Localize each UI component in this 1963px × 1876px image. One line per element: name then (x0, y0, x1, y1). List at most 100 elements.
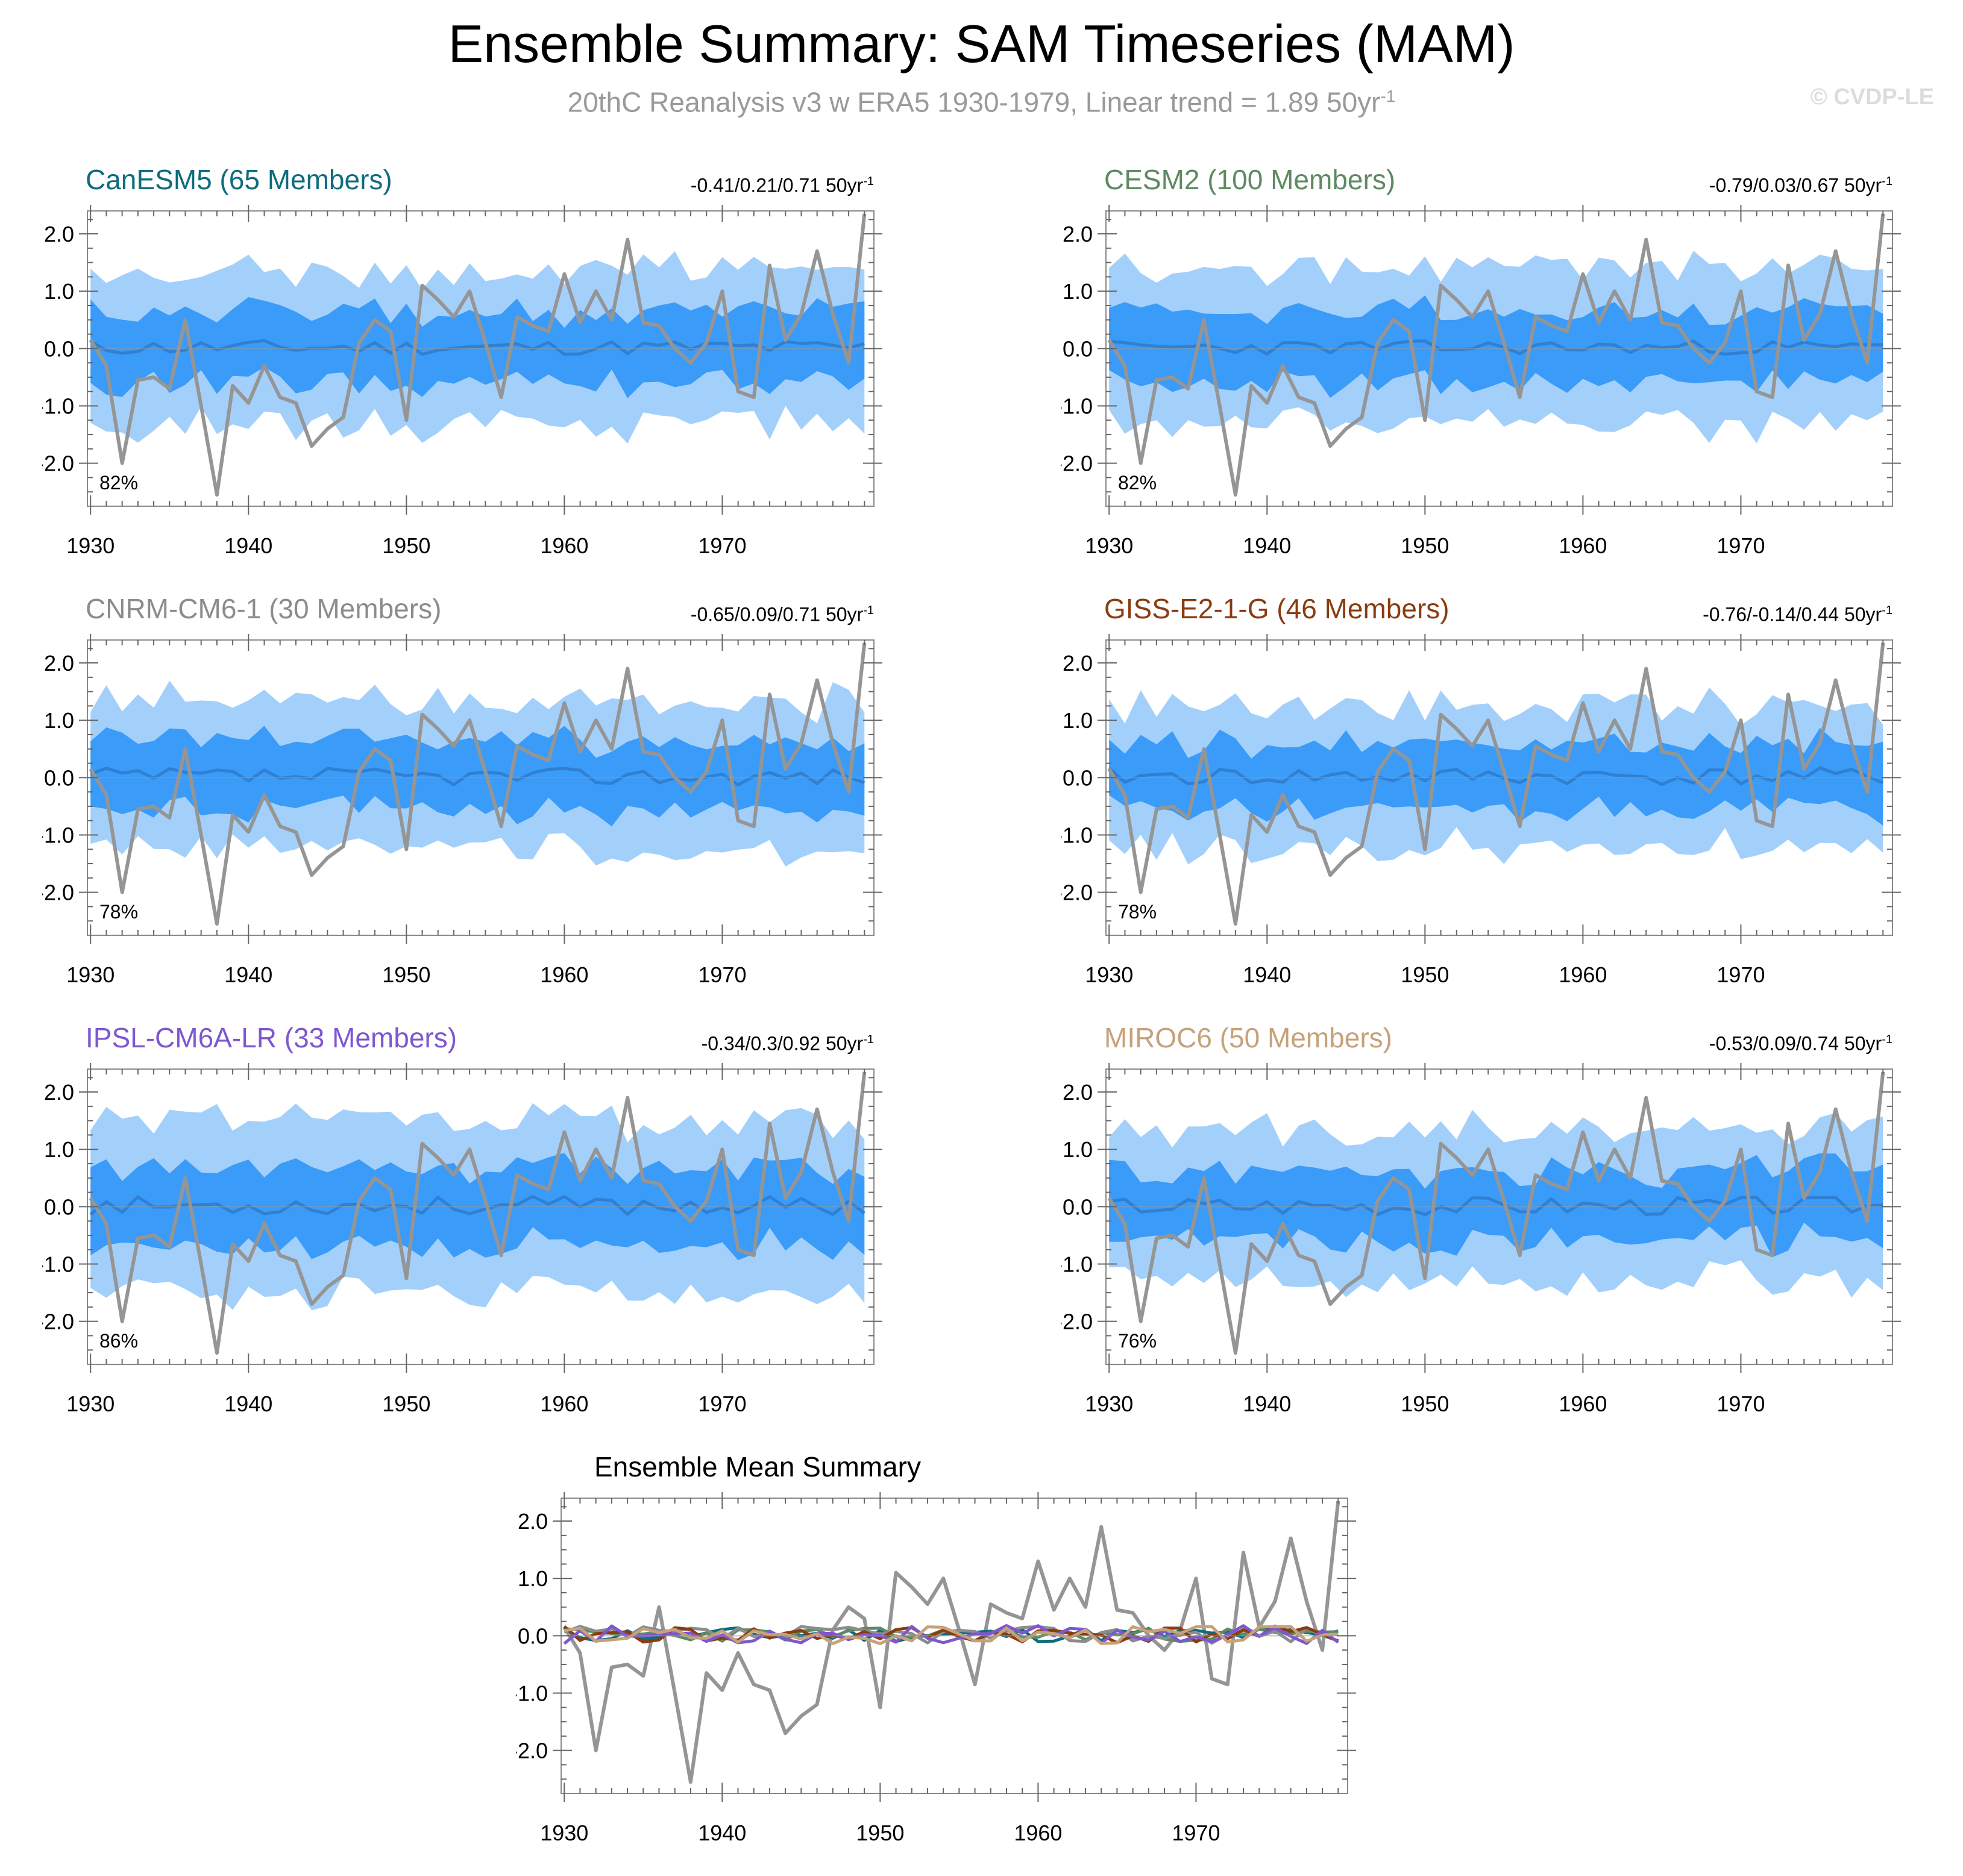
percent-label: 76% (1118, 1330, 1157, 1352)
y-tick-label: -2.0 (42, 1310, 74, 1334)
observed-line (89, 213, 867, 497)
plot-frame (87, 1068, 875, 1365)
x-tick-label: 1960 (1559, 533, 1607, 558)
x-tick-label: 1960 (540, 533, 588, 558)
y-tick-label: 2.0 (518, 1509, 548, 1534)
trend-text: -0.76/-0.14/0.44 50yr (1703, 603, 1882, 626)
y-tick-label: 0.0 (44, 1194, 74, 1219)
timeseries-plot: 1930 1940 1950 1960 1970 -2.0 -1.0 0.0 1.0 2.0 76% (1061, 1063, 1901, 1416)
plot-frame (1105, 1068, 1893, 1365)
inner-range-band (1109, 1153, 1883, 1258)
y-tick-label: 0.0 (518, 1623, 548, 1648)
x-tick-label: 1960 (540, 1391, 588, 1416)
observed-line (1107, 213, 1885, 497)
trend-text: -0.79/0.03/0.67 50yr (1709, 174, 1882, 196)
x-tick-label: 1970 (698, 1391, 746, 1416)
ensemble-mean-line (1108, 1196, 1883, 1217)
x-tick-label: 1940 (698, 1821, 746, 1845)
y-tick-label: 1.0 (44, 279, 74, 304)
y-tick-label: 2.0 (44, 222, 74, 246)
y-tick-label: 2.0 (44, 651, 74, 676)
trend-superscript: -1 (863, 1033, 874, 1046)
trend-label: -0.53/0.09/0.74 50yr-1 (1709, 1027, 1892, 1056)
x-tick-label: 1940 (1243, 1391, 1291, 1416)
trend-label: -0.41/0.21/0.71 50yr-1 (691, 169, 874, 198)
plot-frame (1105, 639, 1893, 936)
model-panel: CNRM-CM6-1 (30 Members) -0.65/0.09/0.71 5… (42, 592, 922, 1014)
x-tick-label: 1960 (1559, 962, 1607, 987)
y-tick-label: 1.0 (44, 708, 74, 733)
trend-superscript: -1 (1882, 1033, 1892, 1046)
x-tick-label: 1950 (1401, 962, 1449, 987)
plot-frame (1105, 210, 1893, 507)
panel-title: Ensemble Mean Summary (594, 1451, 921, 1482)
trend-label: -0.65/0.09/0.71 50yr-1 (691, 598, 874, 627)
trend-superscript: -1 (863, 604, 874, 617)
percent-label: 82% (99, 472, 138, 494)
x-tick-label: 1930 (66, 962, 115, 987)
trend-label: -0.34/0.3/0.92 50yr-1 (702, 1027, 874, 1056)
panel-title: CESM2 (100 Members) (1104, 164, 1396, 195)
y-tick-label: 2.0 (1063, 651, 1093, 676)
percent-label: 78% (1118, 901, 1157, 923)
x-tick-label: 1930 (540, 1821, 588, 1845)
inner-range-band (1109, 727, 1883, 826)
panel-title: GISS-E2-1-G (46 Members) (1104, 593, 1449, 624)
trend-superscript: -1 (863, 175, 874, 188)
observed-line (1107, 1071, 1885, 1355)
y-tick-label: 2.0 (1063, 222, 1093, 246)
trend-text: -0.34/0.3/0.92 50yr (701, 1032, 864, 1055)
trend-superscript: -1 (1882, 604, 1892, 617)
percent-label: 78% (99, 901, 138, 923)
y-tick-label: 1.0 (44, 1137, 74, 1162)
y-tick-label: -1.0 (1061, 1252, 1093, 1276)
x-tick-label: 1950 (856, 1821, 904, 1845)
panel-title: IPSL-CM6A-LR (33 Members) (86, 1022, 457, 1053)
y-tick-label: -1.0 (1061, 823, 1093, 847)
model-mean-line (563, 1624, 1339, 1645)
observed-line (89, 642, 867, 926)
subtitle-text: 20thC Reanalysis v3 w ERA5 1930-1979, Li… (567, 86, 1381, 118)
timeseries-plot: 1930 1940 1950 1960 1970 -2.0 -1.0 0.0 1.0 2.0 82% (1061, 205, 1901, 558)
y-tick-label: 0.0 (1063, 336, 1093, 361)
x-tick-label: 1930 (66, 533, 115, 558)
plot-frame (87, 639, 875, 936)
page-title: Ensemble Summary: SAM Timeseries (MAM) (448, 14, 1515, 74)
timeseries-plot: 1930 1940 1950 1960 1970 -2.0 -1.0 0.0 1.0 2.0 82% (42, 205, 882, 558)
plot-frame (87, 210, 875, 507)
cvdp-watermark: © CVDP-LE (1810, 84, 1934, 110)
y-tick-label: 1.0 (518, 1566, 548, 1591)
subtitle-superscript: -1 (1380, 87, 1396, 105)
model-panel: IPSL-CM6A-LR (33 Members) -0.34/0.3/0.92 … (42, 1021, 922, 1443)
y-tick-label: -1.0 (42, 1252, 74, 1276)
ensemble-mean-line (90, 767, 865, 787)
x-tick-label: 1950 (1401, 533, 1449, 558)
x-tick-label: 1970 (1716, 962, 1765, 987)
x-tick-label: 1970 (1716, 533, 1765, 558)
y-tick-label: 2.0 (44, 1080, 74, 1105)
x-tick-label: 1970 (1716, 1391, 1765, 1416)
timeseries-plot: 1930 1940 1950 1960 1970 -2.0 -1.0 0.0 1.0 2.0 78% (1061, 634, 1901, 987)
y-tick-label: -1.0 (1061, 394, 1093, 418)
model-panel: CanESM5 (65 Members) -0.41/0.21/0.71 50yr… (42, 163, 922, 585)
y-tick-label: 0.0 (44, 765, 74, 790)
y-tick-label: -2.0 (1061, 880, 1093, 905)
x-tick-label: 1930 (66, 1391, 115, 1416)
x-tick-label: 1950 (1401, 1391, 1449, 1416)
percent-label: 86% (99, 1330, 138, 1352)
y-tick-label: -1.0 (42, 394, 74, 418)
y-tick-label: -2.0 (1061, 451, 1093, 476)
x-tick-label: 1930 (1085, 533, 1133, 558)
x-tick-label: 1940 (224, 962, 272, 987)
percent-label: 82% (1118, 472, 1157, 494)
y-tick-label: 1.0 (1063, 1137, 1093, 1162)
trend-superscript: -1 (1882, 175, 1892, 188)
ensemble-mean-plot: 1930 1940 1950 1960 1970 -2.0 -1.0 0.0 1.0 2.0 (516, 1492, 1356, 1845)
y-tick-label: 0.0 (1063, 1194, 1093, 1219)
panel-title: CNRM-CM6-1 (30 Members) (86, 593, 442, 624)
y-tick-label: 0.0 (44, 336, 74, 361)
x-tick-label: 1960 (1559, 1391, 1607, 1416)
x-tick-label: 1960 (1014, 1821, 1062, 1845)
model-panel: GISS-E2-1-G (46 Members) -0.76/-0.14/0.44… (1061, 592, 1941, 1014)
y-tick-label: -1.0 (516, 1681, 548, 1705)
